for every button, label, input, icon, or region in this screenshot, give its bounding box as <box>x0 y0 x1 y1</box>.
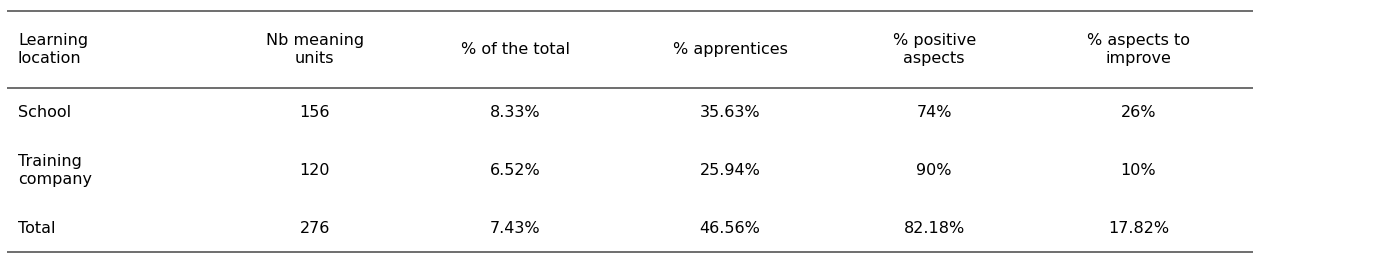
Text: 156: 156 <box>299 105 331 120</box>
Text: 46.56%: 46.56% <box>700 221 760 236</box>
Text: School: School <box>18 105 71 120</box>
Text: 10%: 10% <box>1121 163 1156 178</box>
Text: % of the total: % of the total <box>461 42 570 57</box>
Text: % apprentices: % apprentices <box>673 42 787 57</box>
Text: 7.43%: 7.43% <box>490 221 541 236</box>
Text: % positive
aspects: % positive aspects <box>893 33 976 66</box>
Text: 90%: 90% <box>916 163 952 178</box>
Text: 17.82%: 17.82% <box>1107 221 1169 236</box>
Text: Training
company: Training company <box>18 154 91 187</box>
Text: 6.52%: 6.52% <box>490 163 541 178</box>
Text: 26%: 26% <box>1121 105 1156 120</box>
Text: 120: 120 <box>299 163 331 178</box>
Text: 25.94%: 25.94% <box>700 163 760 178</box>
Text: 82.18%: 82.18% <box>904 221 965 236</box>
Text: 74%: 74% <box>916 105 952 120</box>
Text: 8.33%: 8.33% <box>490 105 541 120</box>
Text: Nb meaning
units: Nb meaning units <box>266 33 364 66</box>
Text: Learning
location: Learning location <box>18 33 89 66</box>
Text: Total: Total <box>18 221 55 236</box>
Text: 35.63%: 35.63% <box>700 105 760 120</box>
Text: 276: 276 <box>300 221 329 236</box>
Text: % aspects to
improve: % aspects to improve <box>1086 33 1190 66</box>
